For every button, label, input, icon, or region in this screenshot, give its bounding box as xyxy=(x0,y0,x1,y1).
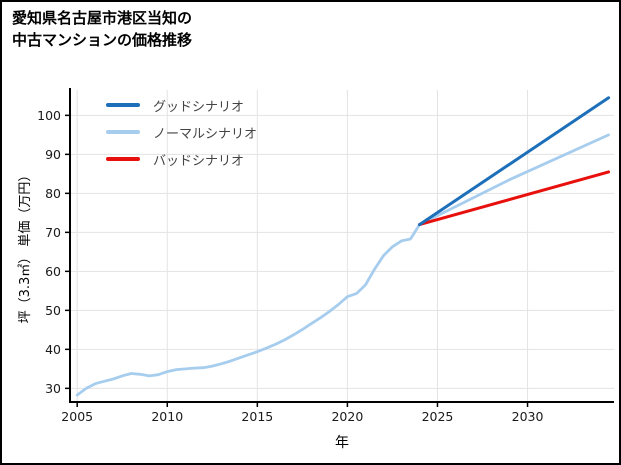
legend-item-bad: バッドシナリオ xyxy=(106,150,257,169)
legend-label-good: グッドシナリオ xyxy=(153,99,245,115)
y-axis-label: 坪（3.3㎡） 単価（万円） xyxy=(18,168,33,324)
legend-label-bad: バッドシナリオ xyxy=(153,153,245,169)
x-tick-label: 2025 xyxy=(422,409,454,424)
bad-scenario-line-swatch xyxy=(106,157,140,161)
x-tick-label: 2015 xyxy=(241,409,273,424)
series-line-1 xyxy=(75,133,610,397)
chart-title: 愛知県名古屋市港区当知の 中古マンションの価格推移 xyxy=(12,8,192,52)
x-axis-label: 年 xyxy=(335,435,349,451)
y-tick-label: 80 xyxy=(45,186,61,201)
chart-title-line2: 中古マンションの価格推移 xyxy=(12,30,193,49)
x-tick-label: 2010 xyxy=(151,409,183,424)
y-tick-label: 100 xyxy=(37,108,61,123)
x-tick-label: 2005 xyxy=(61,409,93,424)
good-scenario-line-swatch xyxy=(106,103,140,107)
y-tick-label: 30 xyxy=(45,381,61,396)
legend: グッドシナリオ ノーマルシナリオ バッドシナリオ xyxy=(106,96,258,169)
y-tick-label: 60 xyxy=(45,264,61,279)
legend-label-normal: ノーマルシナリオ xyxy=(153,126,258,142)
chart-title-line1: 愛知県名古屋市港区当知の xyxy=(12,9,193,27)
x-tick-label: 2020 xyxy=(331,409,363,424)
normal-scenario-line-swatch xyxy=(106,130,140,134)
series-line-0 xyxy=(418,96,611,227)
legend-item-good: グッドシナリオ xyxy=(106,96,257,115)
y-tick-label: 90 xyxy=(45,147,61,162)
y-tick-label: 50 xyxy=(45,303,61,318)
y-tick-label: 40 xyxy=(45,342,61,357)
x-tick-label: 2030 xyxy=(512,409,544,424)
y-tick-label: 70 xyxy=(45,225,61,240)
legend-item-normal: ノーマルシナリオ xyxy=(106,123,258,142)
series-line-2 xyxy=(418,170,611,227)
